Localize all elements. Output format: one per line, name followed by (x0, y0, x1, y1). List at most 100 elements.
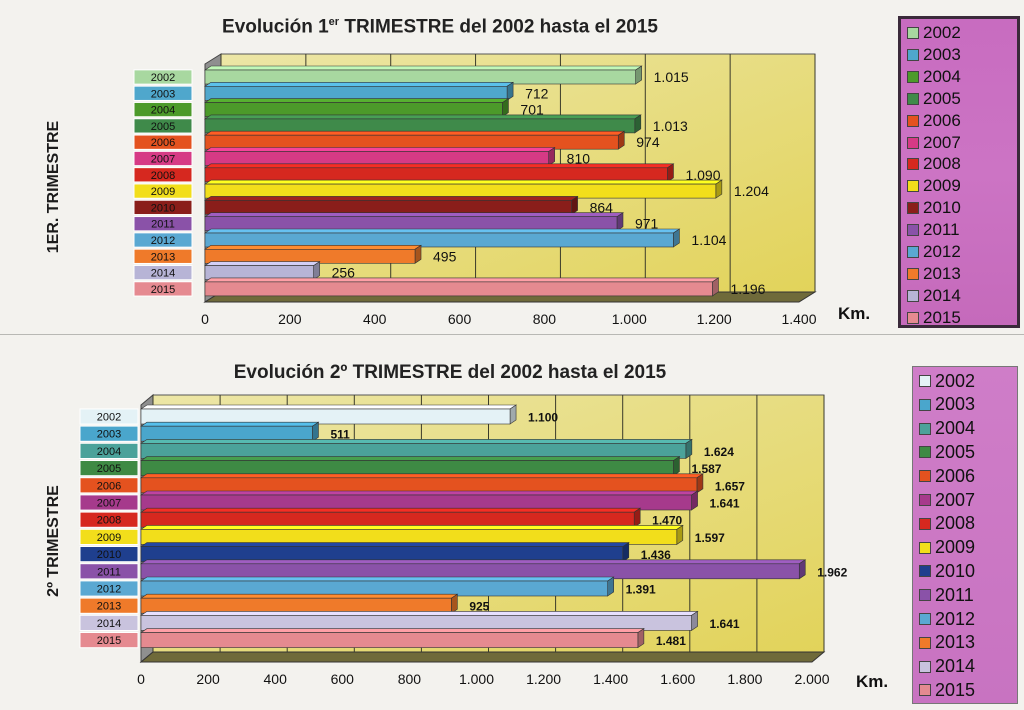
legend-label: 2014 (935, 656, 976, 677)
legend-swatch (919, 517, 931, 530)
category-label: 2013 (151, 251, 175, 263)
legend-label: 2008 (935, 513, 976, 534)
x-tick-label: 1.400 (781, 311, 816, 327)
x-tick-label: 1.000 (459, 671, 494, 687)
legend-label: 2015 (935, 679, 976, 700)
value-label: 1.104 (691, 232, 726, 248)
category-chip (133, 150, 193, 167)
legend-item: 2004 (907, 67, 961, 87)
category-label: 2006 (151, 137, 175, 149)
category-chip (133, 167, 193, 183)
value-label: 495 (433, 248, 457, 264)
legend-label: 2002 (935, 370, 976, 391)
legend-swatch (919, 589, 931, 602)
x-tick-label: 1.200 (526, 671, 561, 687)
category-label: 2011 (151, 219, 175, 231)
value-label: 864 (590, 199, 614, 215)
legend-item: 2006 (919, 466, 975, 486)
legend-swatch (907, 246, 919, 258)
category-label: 2015 (151, 284, 175, 296)
value-label: 1.641 (710, 497, 740, 511)
category-label: 2014 (151, 268, 175, 280)
bar-top (140, 559, 807, 565)
category-label: 2003 (97, 429, 121, 441)
bar (140, 460, 674, 476)
bar-top (140, 439, 693, 444)
section-divider (0, 334, 1024, 335)
bar-top (140, 473, 704, 479)
bar (204, 281, 713, 297)
legend-swatch (919, 375, 931, 387)
category-chip (79, 460, 139, 477)
legend-label: 2006 (935, 465, 976, 486)
legend-label: 2006 (923, 110, 961, 130)
legend-swatch (907, 92, 919, 105)
legend-label: 2011 (935, 584, 974, 605)
legend-swatch (907, 289, 919, 302)
bar (140, 443, 687, 459)
bar-top (140, 404, 518, 410)
x-tick-label: 800 (533, 311, 557, 327)
bar-top (140, 490, 699, 496)
bar (140, 408, 511, 425)
legend-swatch (907, 267, 919, 280)
category-chip (79, 632, 139, 649)
category-chip (133, 232, 193, 248)
category-label: 2012 (151, 235, 175, 247)
value-label: 1.013 (653, 118, 688, 134)
x-tick-label: 0 (201, 311, 209, 327)
legend-item: 2011 (919, 585, 974, 605)
bar (140, 632, 639, 648)
legend-item: 2012 (919, 609, 975, 629)
category-label: 2008 (151, 170, 175, 182)
legend-item: 2013 (919, 632, 975, 653)
category-label: 2006 (97, 480, 121, 492)
category-chip (79, 563, 139, 580)
value-label: 701 (520, 102, 544, 118)
legend-item: 2013 (907, 264, 961, 284)
legend-label: 2002 (923, 23, 961, 42)
category-chip (133, 216, 193, 232)
bar-top (140, 456, 681, 461)
chart2-title: Evolución 2º TRIMESTRE del 2002 hasta el… (233, 362, 667, 383)
category-chip (133, 118, 193, 134)
legend-label: 2004 (923, 66, 961, 86)
legend-label: 2012 (923, 242, 961, 261)
legend-swatch (907, 202, 919, 215)
value-label: 1.100 (528, 411, 558, 425)
category-label: 2003 (151, 88, 175, 100)
legend-label: 2005 (935, 441, 976, 462)
legend-label: 2014 (923, 285, 961, 305)
category-label: 2015 (97, 635, 121, 647)
bar (140, 529, 678, 545)
x-tick-label: 800 (398, 671, 422, 687)
legend-swatch (907, 48, 919, 61)
category-chip (79, 597, 139, 614)
category-label: 2005 (151, 121, 175, 133)
value-label: 974 (636, 134, 660, 150)
legend-label: 2015 (923, 307, 961, 327)
value-label: 1.962 (817, 565, 847, 579)
category-label: 2013 (97, 601, 121, 613)
x-tick-label: 600 (331, 671, 355, 687)
legend-item: 2009 (919, 537, 975, 558)
category-chip (133, 248, 193, 264)
category-label: 2005 (97, 463, 121, 475)
category-chip (79, 477, 139, 494)
legend-label: 2010 (935, 560, 976, 581)
value-label: 1.090 (685, 167, 720, 183)
category-label: 2009 (97, 532, 121, 544)
legend-item: 2003 (919, 394, 975, 415)
category-chip (133, 101, 193, 118)
value-label: 1.657 (715, 479, 745, 493)
value-label: 925 (469, 600, 489, 614)
category-chip (79, 408, 139, 425)
legend-swatch (919, 446, 931, 459)
legend-swatch (907, 180, 919, 193)
legend-label: 2004 (935, 418, 976, 439)
chart1-legend: 2002 2003 2004 2005 2006 2007 2008 2009 2010 2011… (898, 16, 1020, 328)
value-label: 1.587 (691, 462, 721, 476)
bar-top (140, 593, 459, 599)
legend-swatch (919, 636, 931, 649)
category-chip (133, 199, 193, 216)
